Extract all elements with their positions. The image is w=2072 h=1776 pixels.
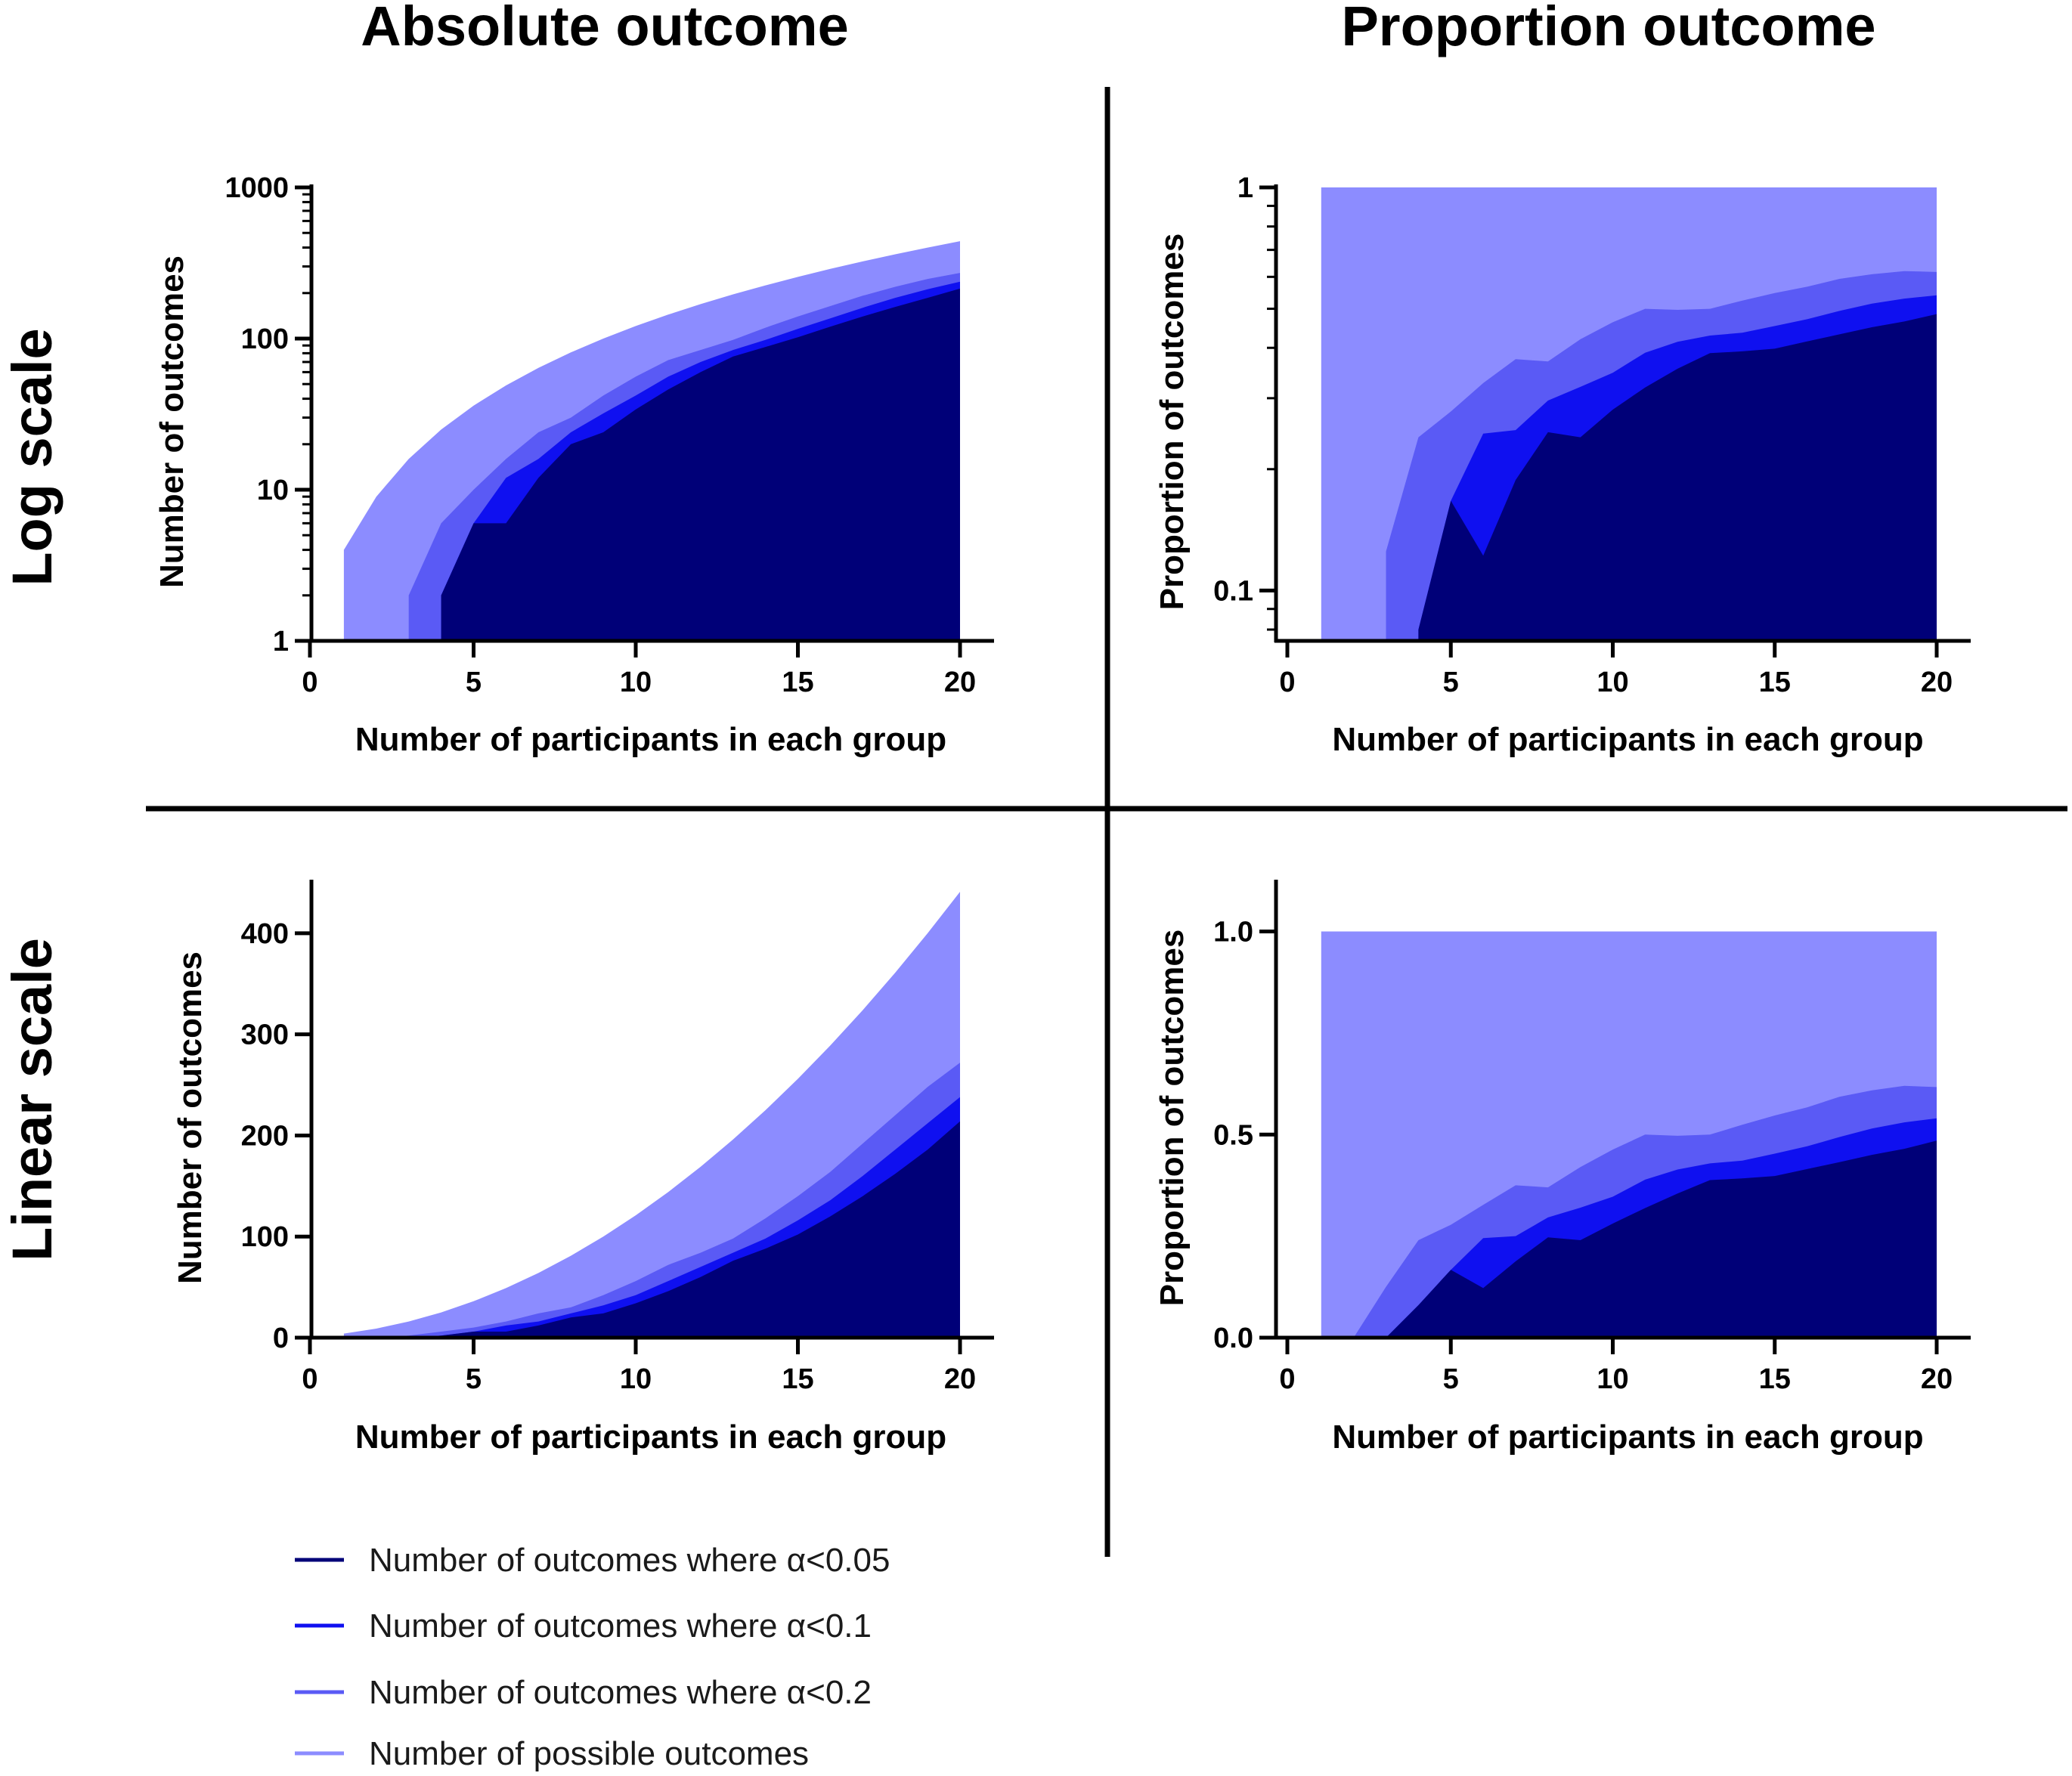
y-tick-label: 1000 (225, 172, 289, 204)
column-title-proportion: Proportion outcome (1341, 0, 1875, 57)
legend-label-alpha-005: Number of outcomes where α<0.05 (369, 1542, 890, 1579)
y-axis-label: Number of outcomes (153, 255, 190, 588)
x-tick-label: 5 (1443, 1363, 1459, 1395)
y-tick-label: 10 (257, 475, 289, 506)
y-axis-label: Proportion of outcomes (1154, 930, 1191, 1307)
x-tick-label: 10 (620, 1363, 652, 1395)
x-tick-label: 0 (1279, 667, 1295, 698)
column-title-absolute: Absolute outcome (361, 0, 848, 57)
y-tick-label: 0.5 (1213, 1119, 1253, 1151)
area-alpha-005 (343, 1121, 960, 1338)
x-tick-label: 10 (620, 667, 652, 698)
legend: Number of outcomes where α<0.05 Number o… (295, 1542, 890, 1772)
x-tick-label: 20 (1921, 667, 1953, 698)
y-tick-label: 0 (273, 1323, 289, 1354)
panel-absolute-log: 1 10 100 1000 0 5 10 15 20 Number of participants… (153, 172, 994, 758)
y-tick-label: 200 (241, 1120, 289, 1152)
y-tick-label: 1 (1237, 172, 1253, 204)
y-tick-label: 300 (241, 1019, 289, 1051)
x-tick-label: 20 (944, 667, 976, 698)
x-tick-label: 10 (1597, 1363, 1628, 1395)
x-tick-label: 15 (1759, 1363, 1791, 1395)
panel-absolute-linear: 0 100 200 300 400 0 5 10 15 20 Number of participa… (172, 880, 994, 1456)
row-title-log: Log scale (1, 328, 63, 586)
x-axis-label: Number of participants in each group (1332, 1419, 1923, 1456)
x-axis-label: Number of participants in each group (355, 721, 946, 758)
x-tick-label: 5 (466, 1363, 482, 1395)
area-alpha-005 (1321, 1140, 1937, 1338)
legend-label-alpha-02: Number of outcomes where α<0.2 (369, 1674, 872, 1711)
x-tick-label: 15 (1759, 667, 1791, 698)
x-tick-label: 20 (1921, 1363, 1953, 1395)
x-tick-label: 5 (466, 667, 482, 698)
y-tick-label: 100 (241, 1221, 289, 1253)
x-axis-label: Number of participants in each group (1332, 721, 1923, 758)
x-tick-label: 15 (782, 1363, 813, 1395)
x-tick-label: 0 (1279, 1363, 1295, 1395)
y-tick-label: 400 (241, 918, 289, 950)
y-tick-label: 0.0 (1213, 1323, 1253, 1354)
y-tick-label: 1 (273, 626, 289, 657)
y-axis-label: Proportion of outcomes (1154, 234, 1191, 611)
legend-label-alpha-01: Number of outcomes where α<0.1 (369, 1607, 872, 1645)
x-tick-label: 5 (1443, 667, 1459, 698)
panel-proportion-linear: 0.0 0.5 1.0 0 5 10 15 20 Number of participants … (1154, 880, 1971, 1456)
x-tick-label: 15 (782, 667, 813, 698)
area-alpha-005 (441, 288, 960, 641)
y-tick-label: 1.0 (1213, 917, 1253, 948)
x-tick-label: 10 (1597, 667, 1628, 698)
y-tick-label: 0.1 (1213, 575, 1253, 607)
x-tick-label: 0 (302, 667, 317, 698)
legend-label-possible: Number of possible outcomes (369, 1735, 809, 1772)
x-tick-label: 0 (302, 1363, 317, 1395)
x-tick-label: 20 (944, 1363, 976, 1395)
row-title-linear: Linear scale (1, 938, 63, 1261)
y-axis-label: Number of outcomes (172, 951, 209, 1284)
y-tick-label: 100 (241, 323, 289, 355)
area-alpha-005 (1418, 314, 1937, 641)
x-axis-label: Number of participants in each group (355, 1419, 946, 1456)
